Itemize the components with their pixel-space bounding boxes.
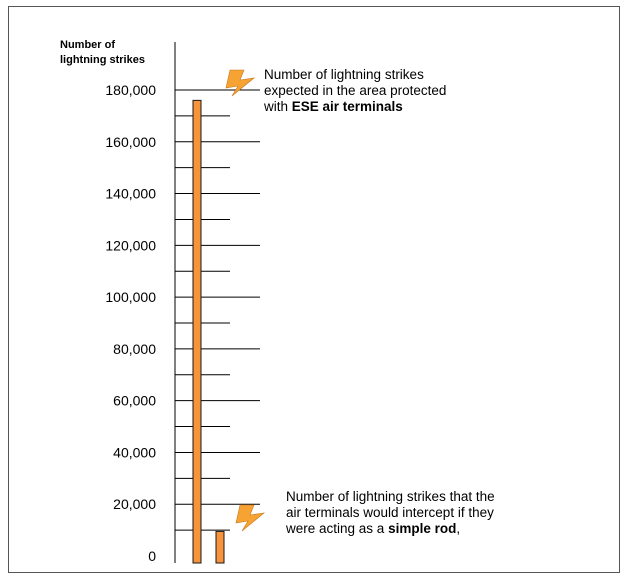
annotation-rod-line-3: were acting as a simple rod, <box>286 521 461 536</box>
y-tick-label: 0 <box>148 548 156 564</box>
annotation-ese-line-1: Number of lightning strikes <box>264 67 424 82</box>
lightning-bolt-icon <box>235 504 266 532</box>
annotation-rod-line-2: air terminals would intercept if they <box>286 505 494 520</box>
y-tick-label: 140,000 <box>105 186 156 202</box>
bar-1 <box>192 99 202 564</box>
annotation-rod-line-1: Number of lightning strikes that the <box>286 489 495 504</box>
y-axis-label: Number of lightning strikes <box>60 39 145 66</box>
y-tick-label: 80,000 <box>113 341 156 357</box>
lightning-bolt-icon <box>225 69 256 97</box>
y-tick-label: 120,000 <box>105 237 156 253</box>
annotation-ese: Number of lightning strikes expected in … <box>264 67 446 115</box>
y-tick-label: 180,000 <box>105 82 156 98</box>
y-tick-label: 20,000 <box>113 496 156 512</box>
annotation-ese-line-3: with ESE air terminals <box>264 99 403 114</box>
bar-2 <box>215 530 225 564</box>
y-tick-label: 100,000 <box>105 289 156 305</box>
annotation-ese-line-2: expected in the area protected <box>264 83 447 98</box>
annotation-simple-rod: Number of lightning strikes that the air… <box>286 489 495 537</box>
y-tick-label: 160,000 <box>105 134 156 150</box>
chart-frame <box>8 6 620 573</box>
y-tick-label: 40,000 <box>113 444 156 460</box>
y-tick-label: 60,000 <box>113 393 156 409</box>
